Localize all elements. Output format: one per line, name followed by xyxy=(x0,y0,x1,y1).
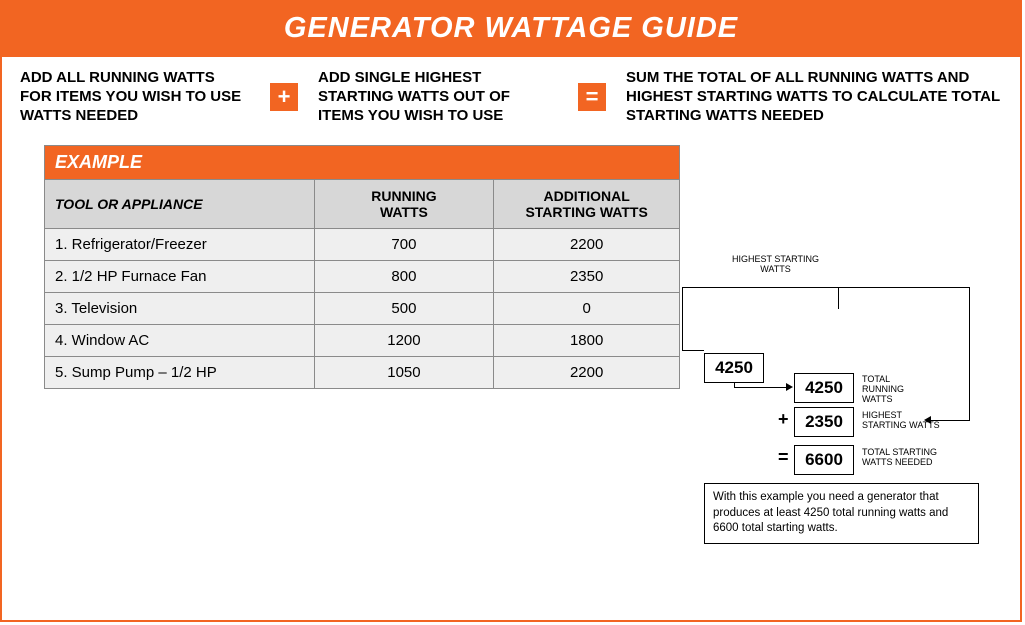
highest-starting-box: 2350 xyxy=(794,407,854,437)
label-line: HIGHEST xyxy=(862,410,902,420)
label-line: RUNNING xyxy=(862,384,904,394)
instruction-col-1: ADD ALL RUNNING WATTS FOR ITEMS YOU WISH… xyxy=(20,69,250,125)
connector-line xyxy=(838,287,970,288)
equals-icon: = xyxy=(578,83,606,111)
connector-line xyxy=(734,387,788,388)
column-header-row: TOOL OR APPLIANCE RUNNINGWATTS ADDITIONA… xyxy=(45,180,680,229)
label-line: TOTAL STARTING xyxy=(862,447,937,457)
table-row: 2. 1/2 HP Furnace Fan 800 2350 xyxy=(45,261,680,293)
instruction-col-3: SUM THE TOTAL OF ALL RUNNING WATTS AND H… xyxy=(626,69,1002,125)
appliance-name: 4. Window AC xyxy=(45,325,315,357)
instruction-col-2: ADD SINGLE HIGHEST STARTING WATTS OUT OF… xyxy=(318,69,558,125)
example-header-row: EXAMPLE xyxy=(45,146,680,180)
total-running-watts-box: 4250 xyxy=(794,373,854,403)
appliance-name: 1. Refrigerator/Freezer xyxy=(45,229,315,261)
plus-operator: + xyxy=(778,409,789,430)
col-header-starting: ADDITIONALSTARTING WATTS xyxy=(494,180,680,229)
summary-note: With this example you need a generator t… xyxy=(704,483,979,544)
table-row: 3. Television 500 0 xyxy=(45,293,680,325)
appliance-name: 5. Sump Pump – 1/2 HP xyxy=(45,357,315,389)
connector-line xyxy=(682,287,683,351)
running-watts: 700 xyxy=(314,229,494,261)
running-watts: 800 xyxy=(314,261,494,293)
col-header-appliance: TOOL OR APPLIANCE xyxy=(45,180,315,229)
label-line: WATTS xyxy=(760,264,791,274)
label-line: TOTAL xyxy=(862,374,890,384)
connector-line xyxy=(969,287,970,421)
table-row: 5. Sump Pump – 1/2 HP 1050 2200 xyxy=(45,357,680,389)
label-line: STARTING WATTS xyxy=(862,420,940,430)
connector-line xyxy=(682,287,839,288)
starting-watts: 2200 xyxy=(494,229,680,261)
equals-operator: = xyxy=(778,447,789,468)
instructions-row: ADD ALL RUNNING WATTS FOR ITEMS YOU WISH… xyxy=(2,57,1020,135)
table-row: 4. Window AC 1200 1800 xyxy=(45,325,680,357)
content-area: EXAMPLE TOOL OR APPLIANCE RUNNINGWATTS A… xyxy=(2,135,1020,389)
table-row: 1. Refrigerator/Freezer 700 2200 xyxy=(45,229,680,261)
plus-icon: + xyxy=(270,83,298,111)
example-label: EXAMPLE xyxy=(45,146,680,180)
title-bar: GENERATOR WATTAGE GUIDE xyxy=(2,2,1020,57)
starting-watts: 1800 xyxy=(494,325,680,357)
running-total-box: 4250 xyxy=(704,353,764,383)
running-watts: 1050 xyxy=(314,357,494,389)
starting-watts: 0 xyxy=(494,293,680,325)
highest-starting-caption: HIGHEST STARTING WATTS xyxy=(862,411,940,431)
label-line: WATTS NEEDED xyxy=(862,457,933,467)
running-watts: 500 xyxy=(314,293,494,325)
total-starting-box: 6600 xyxy=(794,445,854,475)
wattage-table: EXAMPLE TOOL OR APPLIANCE RUNNINGWATTS A… xyxy=(44,145,680,389)
highest-starting-label: HIGHEST STARTING WATTS xyxy=(732,255,819,275)
starting-watts: 2350 xyxy=(494,261,680,293)
label-line: HIGHEST STARTING xyxy=(732,254,819,264)
page-title: GENERATOR WATTAGE GUIDE xyxy=(284,12,738,44)
arrow-right-icon xyxy=(786,383,793,391)
connector-line xyxy=(838,287,839,309)
col-header-running: RUNNINGWATTS xyxy=(314,180,494,229)
running-watts: 1200 xyxy=(314,325,494,357)
total-starting-caption: TOTAL STARTING WATTS NEEDED xyxy=(862,448,952,468)
appliance-name: 3. Television xyxy=(45,293,315,325)
connector-line xyxy=(682,350,704,351)
guide-panel: GENERATOR WATTAGE GUIDE ADD ALL RUNNING … xyxy=(0,0,1022,622)
total-running-caption: TOTAL RUNNING WATTS xyxy=(862,375,904,405)
appliance-name: 2. 1/2 HP Furnace Fan xyxy=(45,261,315,293)
starting-watts: 2200 xyxy=(494,357,680,389)
label-line: WATTS xyxy=(862,394,893,404)
